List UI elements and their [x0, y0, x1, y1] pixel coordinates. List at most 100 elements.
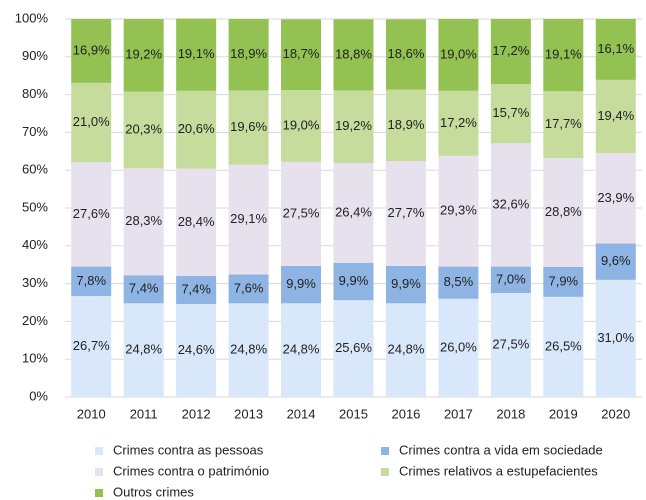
bar-segment	[176, 168, 217, 277]
data-label: 28,8%	[545, 204, 582, 219]
bar-segment	[490, 143, 531, 267]
bar-segment	[490, 293, 531, 397]
data-label: 25,6%	[335, 340, 372, 355]
bar-segment	[281, 265, 322, 304]
bar-segment	[385, 303, 426, 397]
bar-segment	[228, 274, 269, 304]
x-tick-label: 2010	[77, 406, 106, 421]
legend-swatch	[381, 468, 389, 476]
bar-segment	[176, 18, 217, 91]
data-label: 19,2%	[335, 118, 372, 133]
data-label: 27,5%	[492, 336, 529, 351]
data-label: 24,8%	[230, 342, 267, 357]
data-label: 7,6%	[234, 280, 264, 295]
bar-segment	[595, 19, 636, 80]
data-label: 9,6%	[601, 253, 631, 268]
data-label: 32,6%	[492, 196, 529, 211]
bar-segment	[385, 265, 426, 304]
bar-segment	[543, 91, 584, 159]
bar-segment	[438, 90, 479, 156]
data-label: 18,9%	[388, 117, 425, 132]
x-tick-label: 2011	[130, 406, 158, 421]
data-label: 18,6%	[388, 46, 425, 61]
data-label: 17,2%	[492, 43, 529, 58]
legend-label: Crimes contra as pessoas	[113, 442, 264, 457]
data-label: 31,0%	[597, 330, 634, 345]
bar-segment	[333, 19, 374, 91]
x-tick-label: 2012	[182, 406, 211, 421]
bar-segment	[333, 90, 374, 164]
y-tick-label: 40%	[22, 237, 48, 252]
x-tick-label: 2020	[601, 406, 630, 421]
bar-segment	[595, 79, 636, 154]
bar-segment	[176, 276, 217, 305]
data-label: 29,1%	[230, 211, 267, 226]
y-tick-label: 60%	[22, 162, 48, 177]
bar-segment	[333, 163, 374, 263]
x-tick-label: 2015	[339, 406, 368, 421]
y-tick-label: 30%	[22, 275, 48, 290]
data-label: 7,9%	[548, 273, 578, 288]
bar-segment	[385, 89, 426, 162]
bar-segment	[71, 162, 112, 267]
legend-swatch	[95, 447, 103, 455]
bar-segment	[490, 266, 531, 294]
bar-segment	[281, 90, 322, 162]
data-label: 9,9%	[286, 276, 316, 291]
data-label: 29,3%	[440, 203, 477, 218]
bar-segment	[438, 266, 479, 299]
data-label: 15,7%	[492, 105, 529, 120]
data-label: 19,1%	[545, 47, 582, 62]
data-label: 18,9%	[230, 46, 267, 61]
x-tick-label: 2016	[391, 406, 420, 421]
data-label: 24,6%	[178, 342, 215, 357]
data-label: 28,3%	[125, 213, 162, 228]
data-label: 16,9%	[73, 42, 110, 57]
bar-segment	[123, 303, 164, 397]
bar-segment	[71, 266, 112, 297]
y-tick-label: 10%	[22, 351, 48, 366]
bar-segment	[333, 300, 374, 397]
bar-segment	[71, 82, 112, 163]
bar-segment	[281, 19, 322, 91]
y-tick-label: 50%	[22, 199, 48, 214]
bar-segment	[543, 158, 584, 267]
bar-segment	[228, 164, 269, 275]
bar-segment	[123, 275, 164, 304]
bar-segment	[595, 279, 636, 397]
data-label: 26,5%	[545, 338, 582, 353]
y-tick-label: 100%	[15, 10, 49, 25]
bar-segment	[438, 19, 479, 91]
y-tick-label: 70%	[22, 124, 48, 139]
data-label: 19,4%	[597, 108, 634, 123]
legend-label: Crimes relativos a estupefacientes	[399, 463, 598, 478]
y-tick-label: 20%	[22, 313, 48, 328]
data-label: 7,8%	[76, 273, 106, 288]
data-label: 27,7%	[388, 205, 425, 220]
bar-segment	[438, 298, 479, 397]
data-label: 24,8%	[283, 342, 320, 357]
bar-segment	[333, 262, 374, 301]
legend-swatch	[95, 489, 103, 497]
x-tick-label: 2013	[234, 406, 263, 421]
bar-segment	[490, 19, 531, 85]
bar-segment	[123, 168, 164, 276]
bar-segment	[228, 19, 269, 91]
data-label: 21,0%	[73, 114, 110, 129]
bar-segment	[123, 19, 164, 92]
data-label: 19,1%	[178, 46, 215, 61]
bar-segment	[543, 266, 584, 297]
data-label: 26,0%	[440, 339, 477, 354]
legend-swatch	[95, 468, 103, 476]
bar-segment	[228, 90, 269, 165]
x-tick-label: 2017	[444, 406, 473, 421]
data-label: 24,8%	[388, 342, 425, 357]
data-label: 20,3%	[125, 121, 162, 136]
data-label: 18,7%	[283, 46, 320, 61]
bar-segment	[176, 90, 217, 169]
bar-segment	[281, 303, 322, 397]
x-tick-label: 2018	[496, 406, 525, 421]
data-label: 7,4%	[129, 281, 159, 296]
data-label: 9,9%	[391, 276, 421, 291]
